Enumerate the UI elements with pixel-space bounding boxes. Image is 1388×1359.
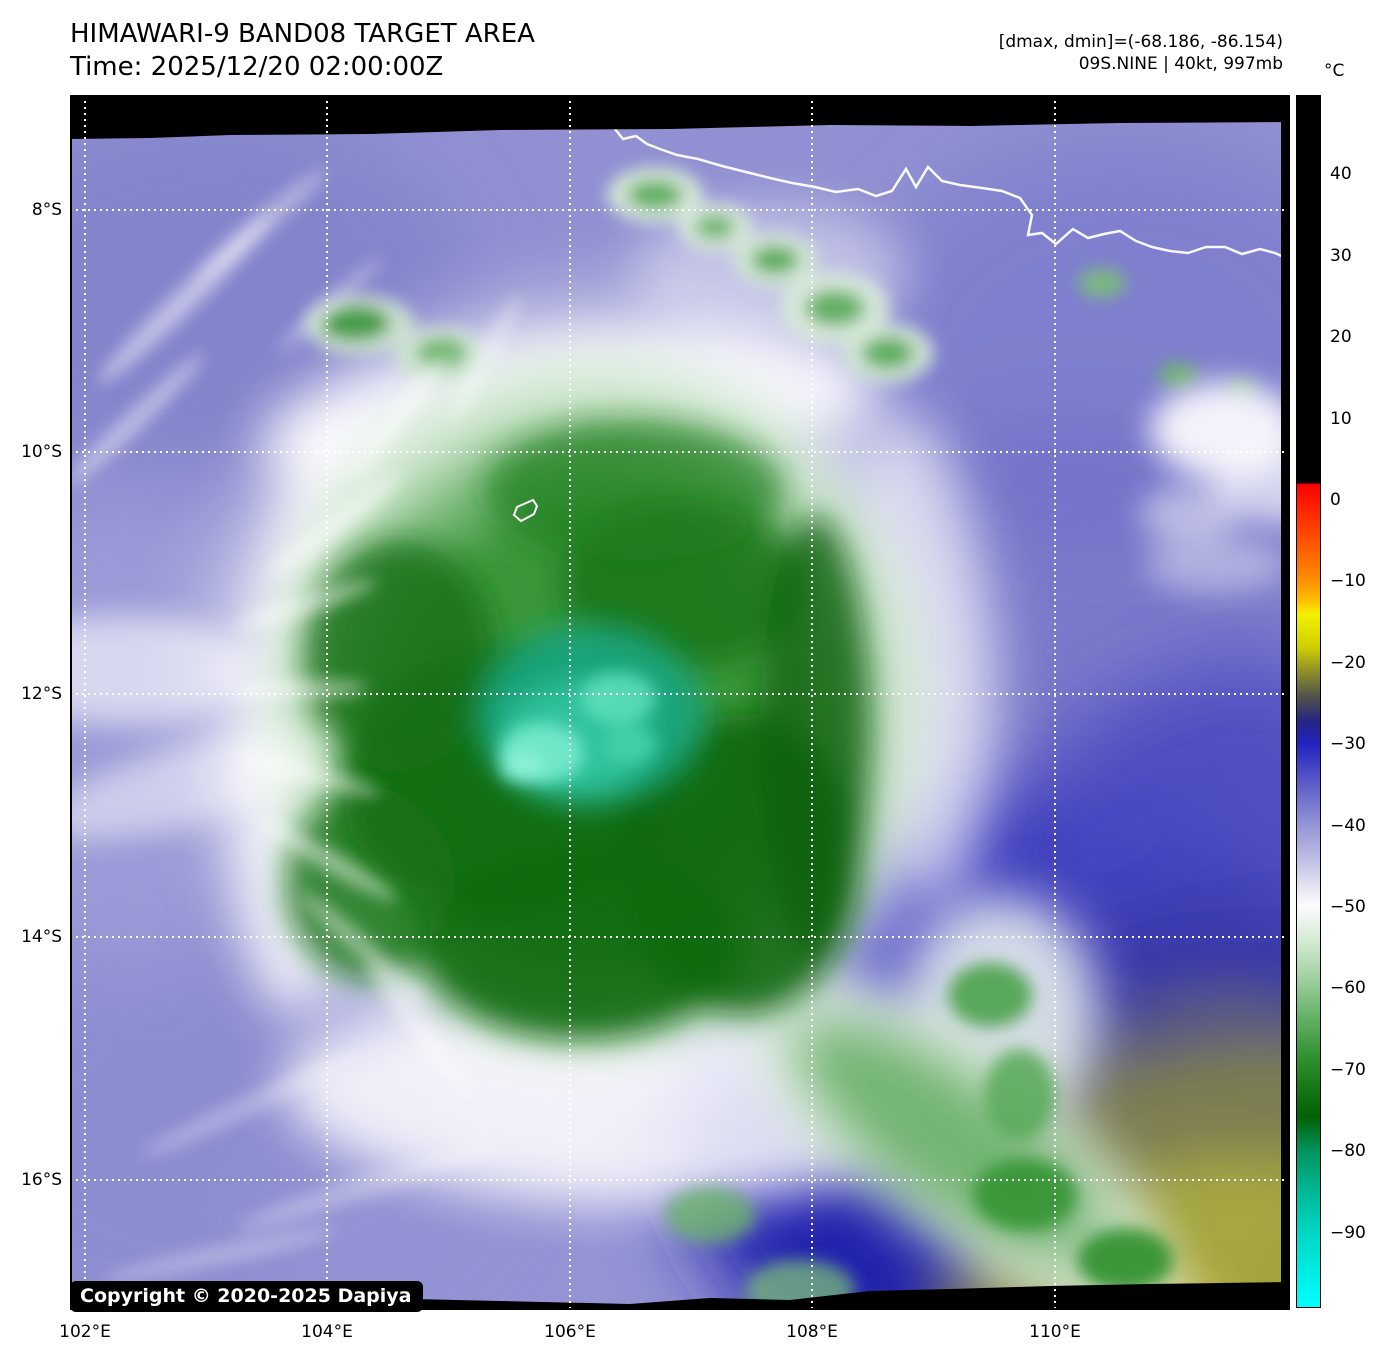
axes-border: [70, 95, 1290, 1310]
outer-convective-cells: [665, 963, 1173, 1310]
y-tick-label: 10°S: [21, 442, 62, 462]
colorbar: [1296, 95, 1321, 1308]
header-right: [dmax, dmin]=(-68.186, -86.154) 09S.NINE…: [999, 31, 1283, 75]
colorbar-tick-label: −50: [1330, 897, 1366, 917]
storm-teal-core: [475, 625, 705, 805]
colorbar-tick-label: −80: [1330, 1141, 1366, 1162]
x-tick-label: 104°E: [301, 1322, 353, 1342]
colorbar-tick-label: −10: [1330, 571, 1366, 592]
northern-convective-cells: [305, 167, 1290, 545]
colorbar-unit-label: °C: [1324, 61, 1345, 81]
copyright-badge: Copyright © 2020-2025 Dapiya: [70, 1281, 424, 1312]
colorbar-tick-label: −70: [1330, 1059, 1366, 1080]
y-tick-label: 14°S: [21, 927, 62, 947]
colorbar-tick-label: −30: [1330, 734, 1366, 755]
colorbar-tick-label: −20: [1330, 652, 1366, 673]
storm-dark-green-cores: [285, 420, 870, 1040]
storm-info-label: 09S.NINE | 40kt, 997mb: [1078, 54, 1283, 74]
colorbar-tick-label: 30: [1330, 245, 1352, 266]
dmax-dmin-label: [dmax, dmin]=(-68.186, -86.154): [998, 32, 1283, 52]
colorbar-tick-label: −90: [1330, 1222, 1366, 1243]
x-tick-label: 108°E: [786, 1322, 838, 1342]
java-coastline: [613, 96, 1289, 261]
x-tick-label: 110°E: [1029, 1322, 1081, 1342]
satellite-image: [70, 95, 1290, 1310]
midlevel-cloud-patches: [70, 535, 1285, 840]
page-title: HIMAWARI-9 BAND08 TARGET AREA: [70, 19, 535, 49]
colorbar-tick-label: 0: [1330, 490, 1341, 510]
y-tick-label: 16°S: [21, 1170, 62, 1190]
colorbar-tick-label: −60: [1330, 978, 1366, 999]
x-tick-label: 102°E: [59, 1322, 111, 1342]
colorbar-tick-label: 20: [1330, 327, 1352, 348]
small-island-outline: [512, 498, 539, 523]
y-tick-label: 8°S: [31, 200, 62, 220]
colorbar-tick-label: −40: [1330, 815, 1366, 836]
colorbar-tick-label: 10: [1330, 408, 1352, 429]
timestamp-label: Time: 2025/12/20 02:00:00Z: [70, 52, 444, 82]
colorbar-tick-label: 40: [1330, 164, 1352, 185]
satellite-map: Copyright © 2020-2025 Dapiya: [70, 95, 1290, 1312]
graticule-gridlines: [70, 95, 1290, 1310]
y-tick-label: 12°S: [21, 684, 62, 704]
x-tick-label: 106°E: [544, 1322, 596, 1342]
